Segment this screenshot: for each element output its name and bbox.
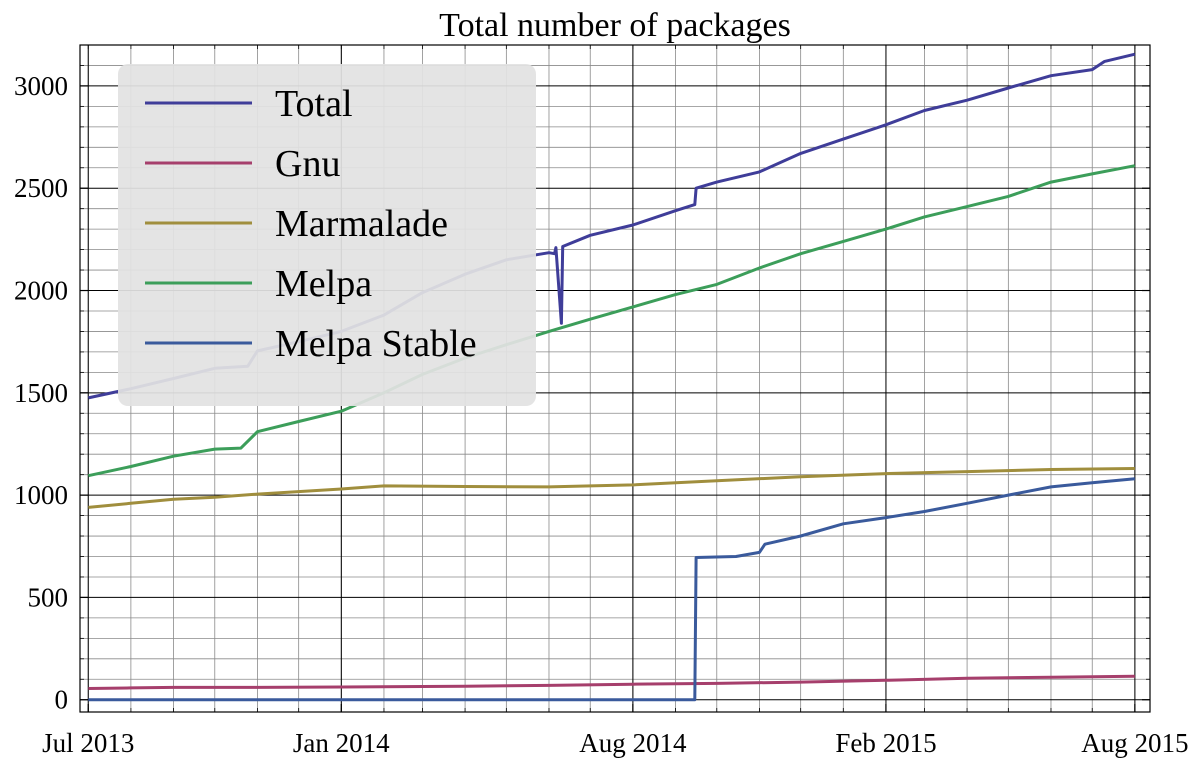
series-line-gnu <box>88 674 1135 690</box>
y-tick-label: 2500 <box>14 173 68 203</box>
axis-ticks: Jul 2013 Jan 2014 Aug 2014 Feb 2015 Aug 2015… <box>14 44 1188 758</box>
series-line-melpa <box>87 164 1136 478</box>
legend-label-total: Total <box>275 83 353 125</box>
legend-label-melpa-stable: Melpa Stable <box>275 323 477 365</box>
legend-label-gnu: Gnu <box>275 143 340 185</box>
chart-title: Total number of packages <box>439 7 791 44</box>
series-line-marmalade <box>88 467 1135 509</box>
y-tick-label: 0 <box>55 685 69 715</box>
y-tick-label: 500 <box>28 582 69 612</box>
x-tick-label: Aug 2014 <box>579 728 687 758</box>
y-tick-label: 1000 <box>14 480 68 510</box>
x-tick-label: Feb 2015 <box>835 728 936 758</box>
y-tick-label: 1500 <box>14 378 68 408</box>
legend-box <box>118 64 536 406</box>
x-tick-label: Jan 2014 <box>293 728 390 758</box>
series-line-melpa-stable <box>88 477 1136 702</box>
legend: Total Gnu Marmalade Melpa Melpa Stable <box>118 64 536 406</box>
legend-label-marmalade: Marmalade <box>275 203 448 245</box>
x-tick-label: Aug 2015 <box>1081 728 1188 758</box>
y-tick-label: 3000 <box>14 71 68 101</box>
x-tick-label: Jul 2013 <box>42 728 134 758</box>
legend-label-melpa: Melpa <box>275 263 372 305</box>
y-tick-label: 2000 <box>14 276 68 306</box>
plot-frame <box>79 44 1151 713</box>
